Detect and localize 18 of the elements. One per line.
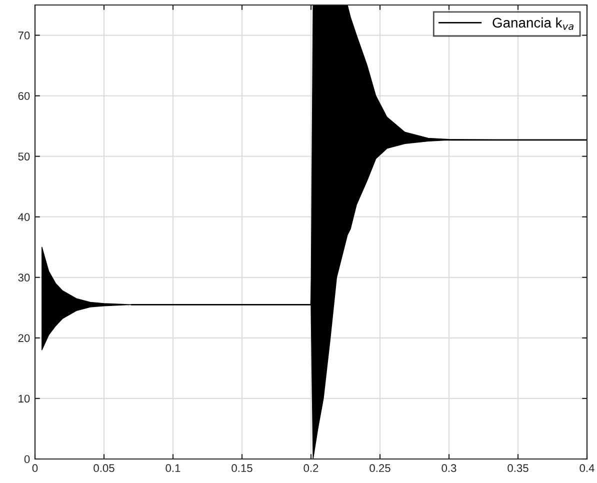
y-tick-label: 50 — [18, 152, 30, 160]
y-tick-label: 0 — [24, 455, 30, 464]
x-tick-label: 0.05 — [94, 464, 114, 472]
x-tick-label: 0.2 — [304, 464, 318, 472]
x-tick-label: 0.15 — [232, 464, 252, 472]
y-tick-label: 20 — [18, 334, 30, 342]
y-tick-label: 40 — [18, 213, 30, 221]
y-tick-label: 30 — [18, 274, 30, 282]
y-tick-label: 10 — [18, 394, 30, 403]
y-tick-label: 60 — [18, 92, 30, 100]
y-tick-label: 70 — [18, 32, 30, 40]
x-tick-label: 0 — [32, 464, 38, 472]
x-tick-label: 0.35 — [508, 464, 528, 472]
legend-label: Ganancia k$_{va}$ — [492, 17, 574, 30]
x-tick-label: 0.1 — [166, 464, 180, 472]
x-tick-label: 0.4 — [580, 464, 594, 472]
x-tick-label: 0.25 — [370, 464, 390, 472]
x-tick-label: 0.3 — [442, 464, 456, 472]
